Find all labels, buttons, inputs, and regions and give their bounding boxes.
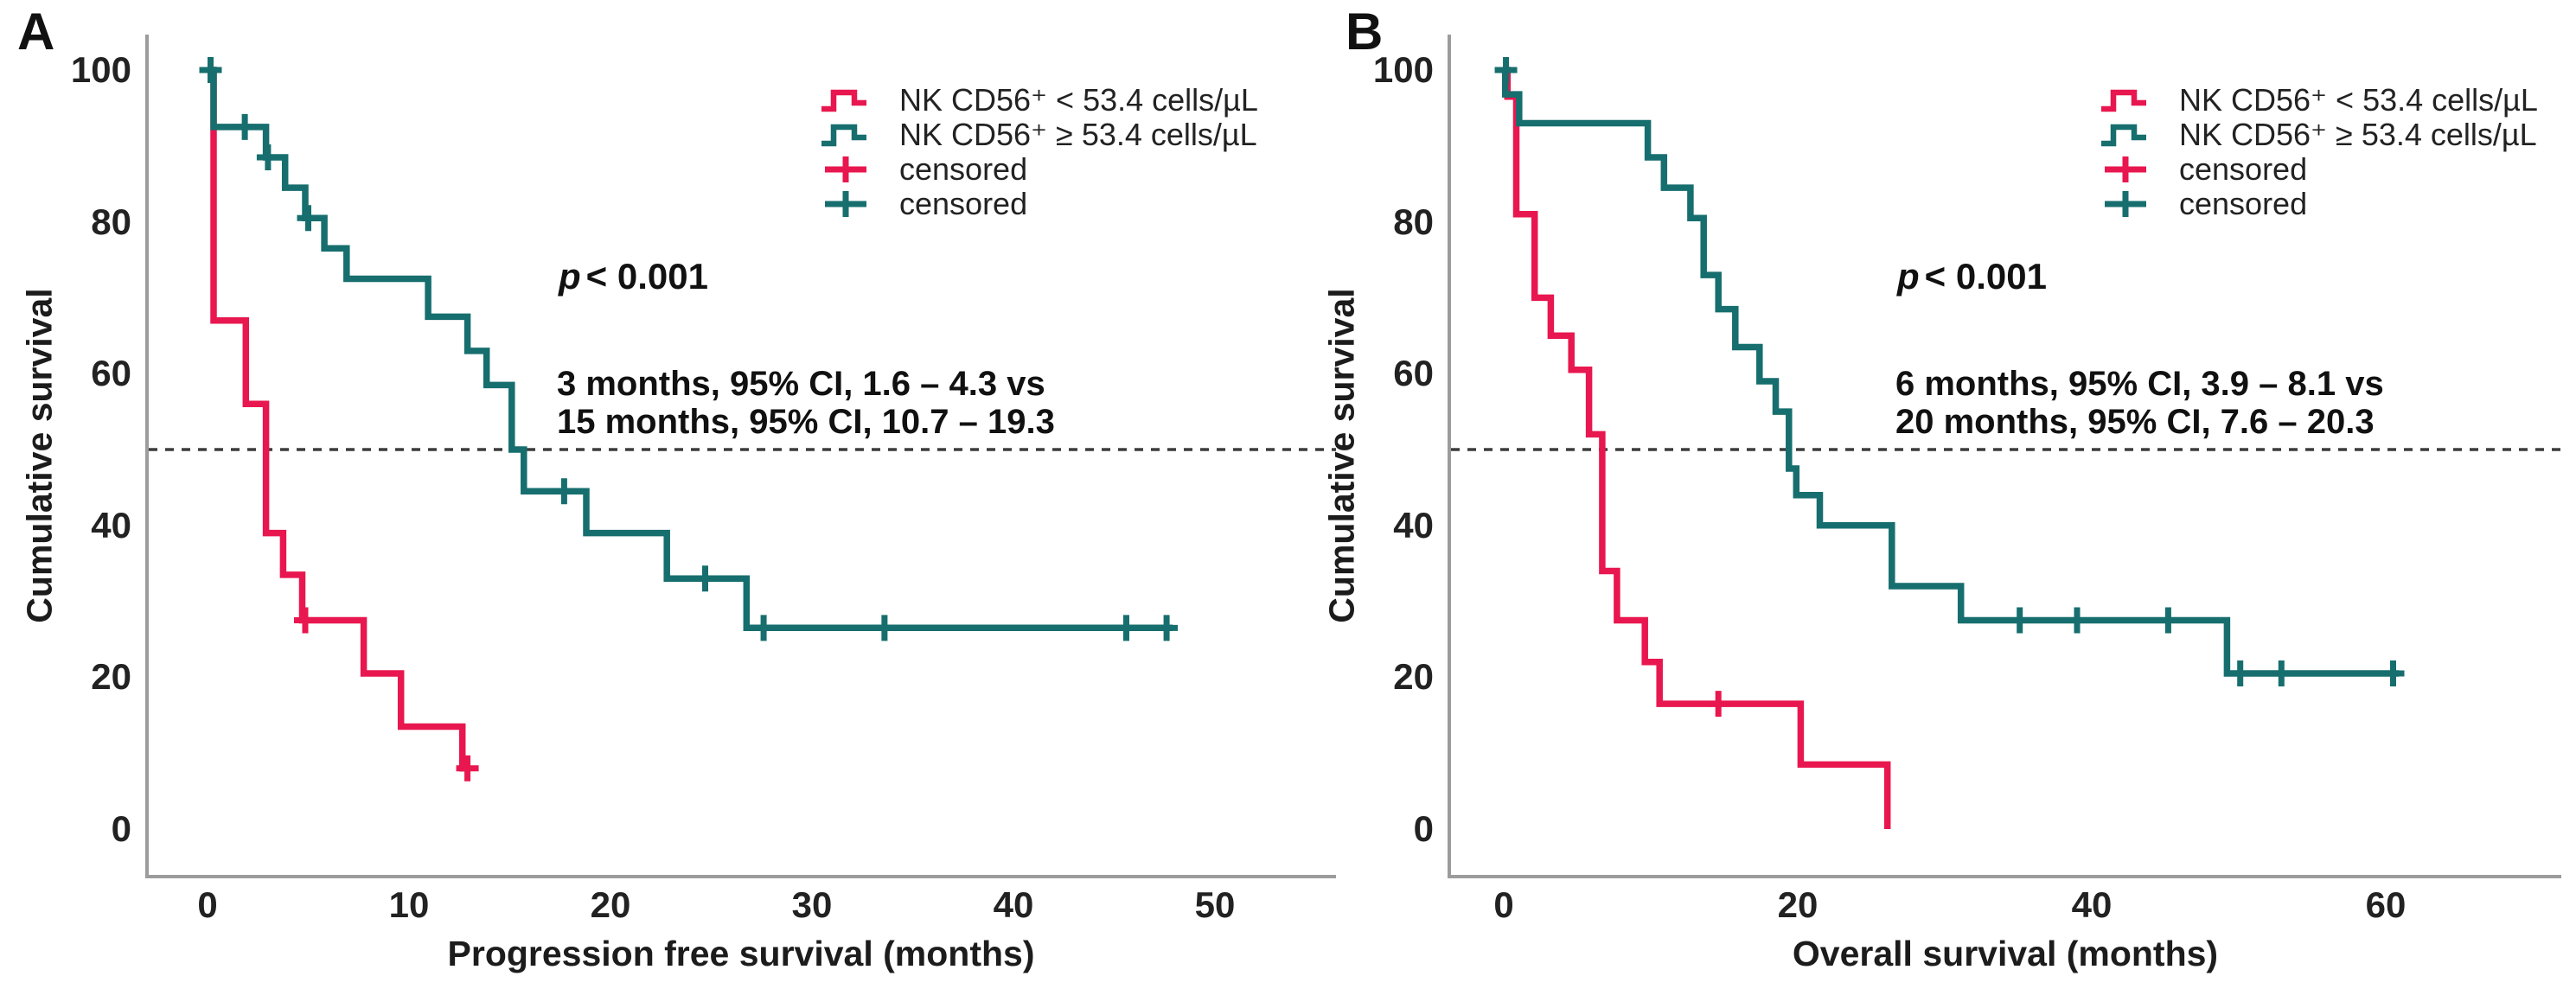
censor-mark-high-a <box>694 565 717 592</box>
y-tick-label-a: 0 <box>111 808 131 849</box>
legend-step-line-glyph-a <box>821 89 866 112</box>
censor-mark-low-a <box>456 755 479 782</box>
censor-mark-high-a <box>1155 615 1179 641</box>
legend-label-b: censored <box>2179 151 2308 187</box>
censor-mark-high-a <box>256 144 279 170</box>
x-tick-label-a: 30 <box>791 884 833 925</box>
legend-plus-cross-glyph-a <box>825 156 866 182</box>
x-tick-label-a: 20 <box>590 884 631 925</box>
y-tick-label-b: 40 <box>1393 504 1434 545</box>
legend-label-a: censored <box>899 151 1028 187</box>
censor-mark-high-a <box>297 205 320 232</box>
y-tick-label-a: 60 <box>91 353 131 394</box>
y-tick-label-a: 20 <box>91 656 131 698</box>
y-tick-label-b: 20 <box>1393 656 1434 698</box>
censor-mark-low-b <box>1707 691 1730 718</box>
x-tick-label-a: 0 <box>197 884 218 925</box>
y-tick-label-b: 80 <box>1393 201 1434 242</box>
legend-step-line-glyph-a <box>821 124 866 147</box>
legend-label-a: censored <box>899 186 1028 221</box>
censor-mark-high-b <box>1494 57 1518 83</box>
censor-mark-high-a <box>233 113 257 140</box>
legend-label-a: NK CD56⁺ ≥ 53.4 cells/µL <box>899 117 1257 152</box>
x-tick-label-a: 50 <box>1194 884 1236 925</box>
x-tick-label-b: 40 <box>2071 884 2113 925</box>
censor-mark-high-b <box>2066 607 2088 634</box>
censor-mark-high-b <box>2228 660 2252 687</box>
x-tick-label-b: 60 <box>2365 884 2407 925</box>
legend-label-b: censored <box>2179 186 2308 221</box>
p-value-annotation-b: p < 0.001 <box>1897 256 2047 297</box>
y-axis-title-a: Cumulative survival <box>19 288 60 623</box>
censor-mark-high-a <box>553 478 576 505</box>
median-annotation-line1-a: 3 months, 95% CI, 1.6 – 4.3 vs <box>557 365 1045 403</box>
panel-letter-a: A <box>17 3 55 61</box>
axis-frame-b <box>1448 35 2561 878</box>
x-tick-label-b: 0 <box>1493 884 1514 925</box>
x-axis-title-b: Overall survival (months) <box>1792 934 2219 973</box>
median-annotation-line1-b: 6 months, 95% CI, 3.9 – 8.1 vs <box>1895 365 2384 403</box>
y-tick-label-a: 80 <box>91 201 131 242</box>
legend-label-a: NK CD56⁺ < 53.4 cells/µL <box>899 82 1258 118</box>
x-tick-label-b: 20 <box>1777 884 1819 925</box>
censor-mark-high-b <box>2270 660 2293 687</box>
x-tick-label-a: 40 <box>993 884 1034 925</box>
x-axis-title-a: Progression free survival (months) <box>447 934 1035 973</box>
p-value-symbol-a: p <box>559 256 581 297</box>
p-value-annotation-a: p < 0.001 <box>559 256 708 297</box>
legend-plus-cross-glyph-b <box>2105 156 2146 182</box>
p-value-symbol-b: p <box>1897 256 1920 297</box>
km-curve-high-b <box>1501 67 2400 677</box>
panel-letter-b: B <box>1346 3 1384 61</box>
km-curve-low-b <box>1504 67 1891 829</box>
censor-mark-low-a <box>294 607 317 634</box>
censor-mark-high-b <box>2157 607 2180 634</box>
y-tick-label-b: 100 <box>1372 49 1434 90</box>
censor-mark-high-a <box>199 57 222 83</box>
median-annotation-line2-b: 20 months, 95% CI, 7.6 – 20.3 <box>1895 403 2375 441</box>
legend-step-line-glyph-b <box>2101 89 2146 112</box>
axis-frame-a <box>145 35 1336 878</box>
km-curve-high-a <box>208 67 1173 632</box>
y-axis-title-b: Cumulative survival <box>1321 288 1362 623</box>
median-annotation-line2-a: 15 months, 95% CI, 10.7 – 19.3 <box>557 403 1055 441</box>
legend-plus-cross-glyph-b <box>2105 191 2146 217</box>
censor-mark-high-a <box>752 615 776 641</box>
y-tick-label-b: 60 <box>1393 353 1434 394</box>
legend-step-line-glyph-b <box>2101 124 2146 147</box>
y-tick-label-b: 0 <box>1413 808 1434 849</box>
p-value-text-b: < 0.001 <box>1924 256 2047 297</box>
y-tick-label-a: 100 <box>70 49 131 90</box>
censor-mark-high-b <box>2008 607 2031 634</box>
censor-mark-high-a <box>873 615 896 641</box>
x-tick-label-a: 10 <box>388 884 430 925</box>
y-tick-label-a: 40 <box>91 504 131 545</box>
km-curve-low-a <box>208 67 470 772</box>
censor-mark-high-a <box>1115 615 1138 641</box>
legend-label-b: NK CD56⁺ ≥ 53.4 cells/µL <box>2179 117 2537 152</box>
legend-plus-cross-glyph-a <box>825 191 866 217</box>
legend-label-b: NK CD56⁺ < 53.4 cells/µL <box>2179 82 2538 118</box>
censor-mark-high-b <box>2381 660 2405 687</box>
p-value-text-a: < 0.001 <box>585 256 708 297</box>
